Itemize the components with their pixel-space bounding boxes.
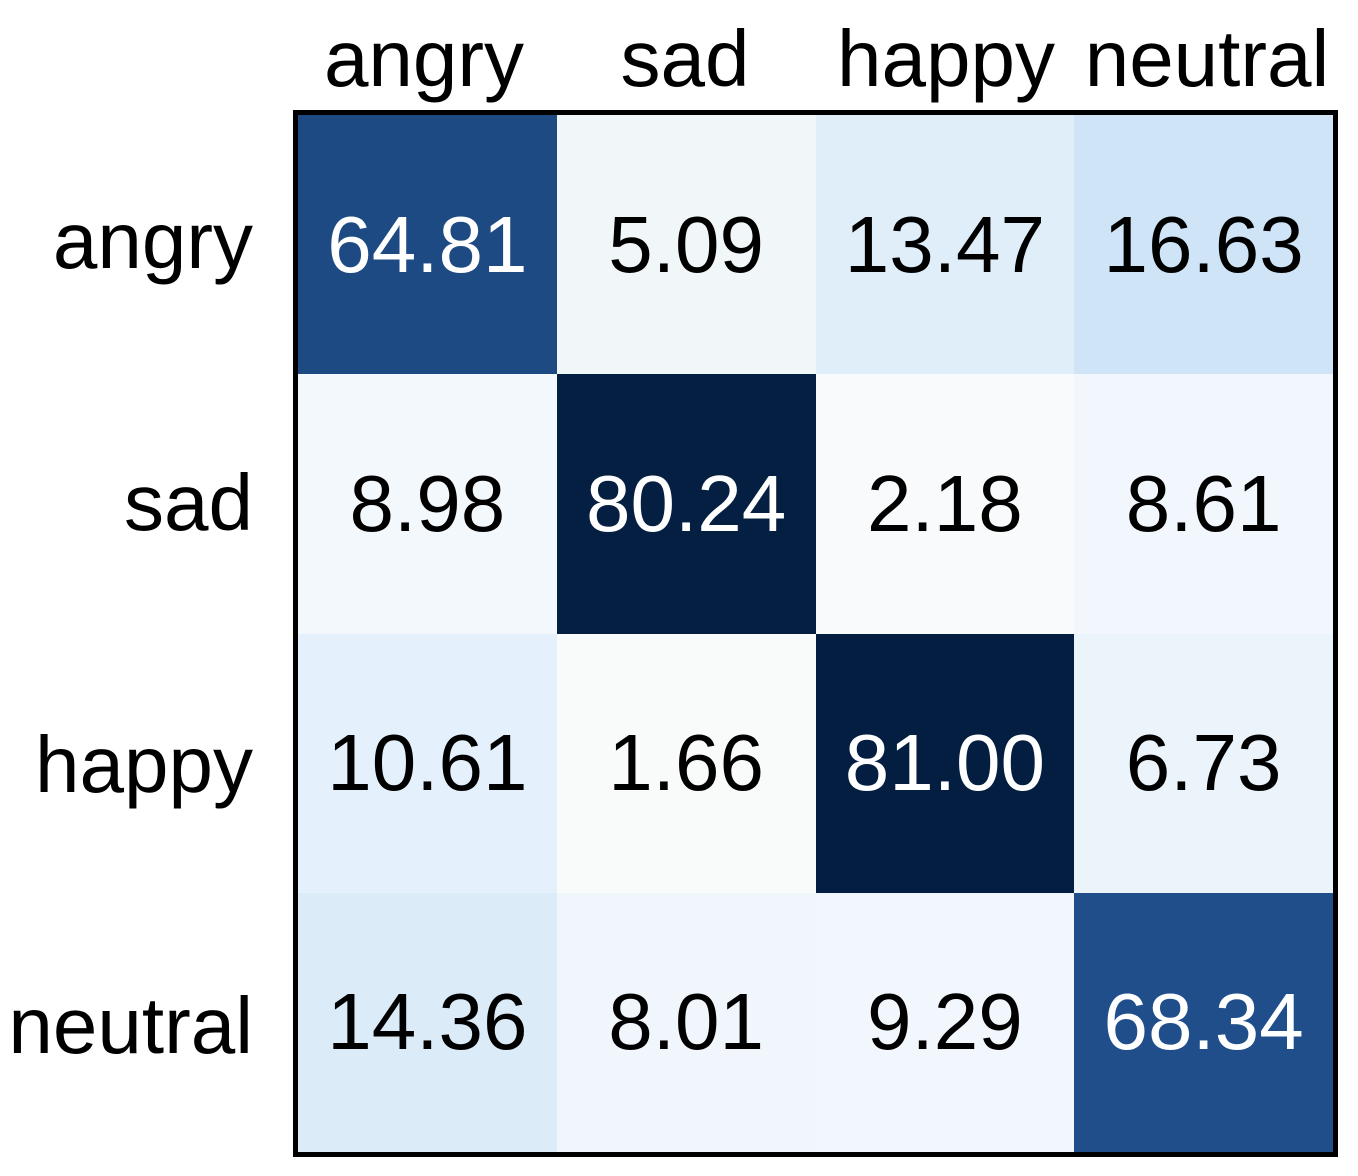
matrix-cell-sad-sad: 80.24	[556, 374, 816, 634]
matrix-cell-angry-angry: 64.81	[298, 115, 557, 375]
row-header-angry: angry	[52, 196, 253, 285]
matrix-cell-angry-happy: 13.47	[815, 115, 1075, 375]
matrix-cell-neutral-happy: 9.29	[815, 892, 1075, 1152]
matrix-cell-happy-neutral: 6.73	[1074, 633, 1333, 893]
matrix-cell-sad-angry: 8.98	[298, 374, 557, 634]
matrix-cell-happy-happy: 81.00	[815, 633, 1075, 893]
row-header-neutral: neutral	[8, 981, 253, 1070]
row-header-sad: sad	[124, 458, 253, 547]
matrix-cell-angry-sad: 5.09	[556, 115, 816, 375]
matrix-cell-sad-neutral: 8.61	[1074, 374, 1333, 634]
matrix-cell-angry-neutral: 16.63	[1074, 115, 1333, 375]
col-header-sad: sad	[620, 14, 750, 103]
confusion-matrix-grid: 64.81 5.09 13.47 16.63 8.98 80.24 2.18 8…	[293, 110, 1338, 1157]
matrix-cell-neutral-sad: 8.01	[556, 892, 816, 1152]
matrix-cell-neutral-neutral: 68.34	[1074, 892, 1333, 1152]
col-header-happy: happy	[837, 14, 1055, 103]
matrix-cell-happy-angry: 10.61	[298, 633, 557, 893]
col-header-angry: angry	[323, 14, 525, 103]
col-header-neutral: neutral	[1084, 14, 1330, 103]
matrix-cell-happy-sad: 1.66	[556, 633, 816, 893]
row-header-happy: happy	[35, 720, 253, 809]
matrix-cell-neutral-angry: 14.36	[298, 892, 557, 1152]
matrix-cell-sad-happy: 2.18	[815, 374, 1075, 634]
